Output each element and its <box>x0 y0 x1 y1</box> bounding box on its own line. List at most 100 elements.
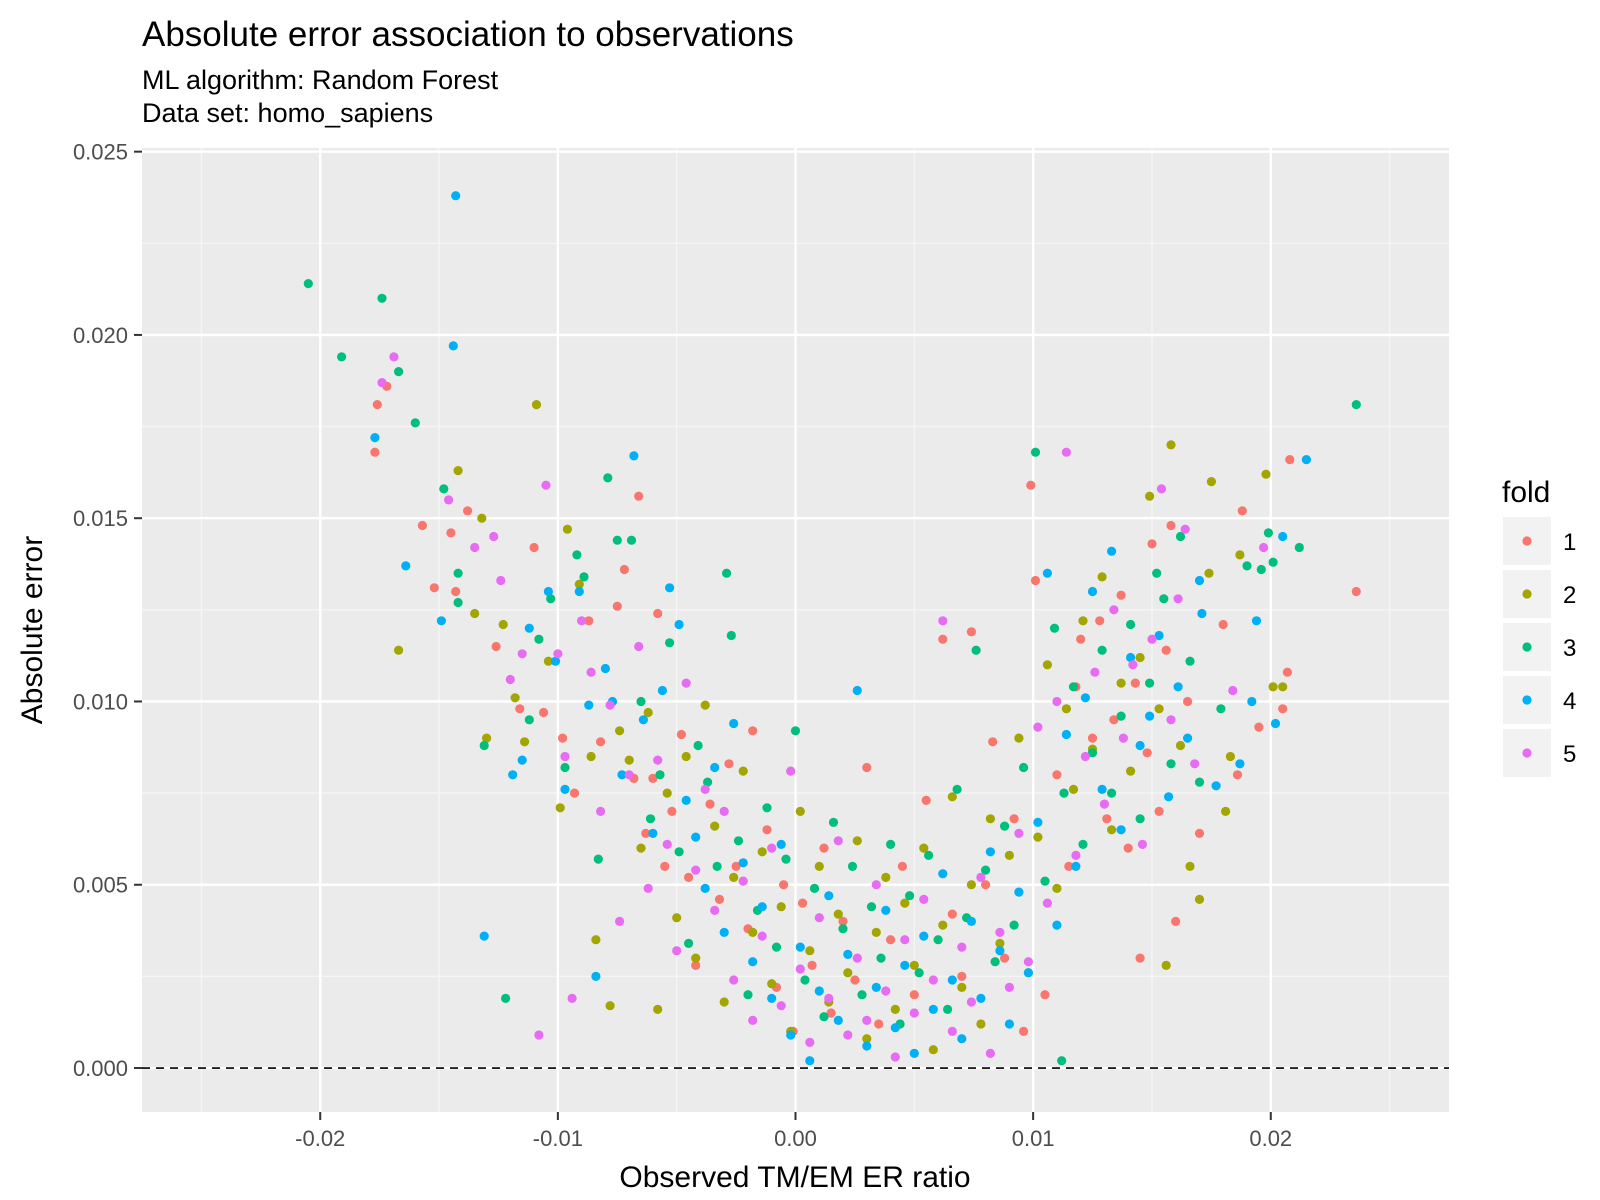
data-point-fold-1 <box>807 960 817 971</box>
data-point-fold-3 <box>579 572 589 582</box>
data-point-fold-2 <box>919 843 929 853</box>
data-point-fold-5 <box>653 755 663 765</box>
data-point-fold-1 <box>1282 667 1292 677</box>
data-point-fold-2 <box>562 524 573 534</box>
data-point-fold-3 <box>847 861 858 872</box>
data-point-fold-4 <box>833 1015 843 1025</box>
data-point-fold-3 <box>1135 814 1145 824</box>
data-point-fold-2 <box>928 1045 938 1055</box>
data-point-fold-1 <box>731 861 741 872</box>
data-point-fold-1 <box>826 1008 836 1018</box>
data-point-fold-4 <box>805 1056 815 1066</box>
data-point-fold-4 <box>900 960 910 971</box>
data-point-fold-4 <box>1278 531 1288 542</box>
data-point-fold-4 <box>665 583 675 593</box>
data-point-fold-3 <box>828 817 839 828</box>
data-point-fold-5 <box>900 935 910 945</box>
data-point-fold-4 <box>1301 455 1311 465</box>
data-point-fold-1 <box>1123 843 1133 853</box>
data-point-fold-1 <box>429 583 439 593</box>
data-point-fold-2 <box>1042 660 1052 670</box>
data-point-fold-3 <box>501 993 511 1004</box>
data-point-fold-1 <box>1009 814 1019 824</box>
data-point-fold-2 <box>615 726 625 736</box>
data-point-fold-1 <box>1052 770 1062 780</box>
data-point-fold-4 <box>881 905 891 916</box>
x-tick-label: 0.01 <box>1012 1126 1055 1151</box>
data-point-fold-2 <box>1135 652 1145 663</box>
data-point-fold-4 <box>370 433 380 443</box>
data-point-fold-3 <box>1057 1056 1067 1066</box>
legend-label: 4 <box>1563 688 1576 715</box>
data-point-fold-3 <box>990 957 1000 967</box>
data-point-fold-5 <box>700 784 710 795</box>
data-point-fold-5 <box>634 641 644 652</box>
data-point-fold-1 <box>862 762 872 773</box>
data-point-fold-1 <box>1194 828 1205 839</box>
data-point-fold-3 <box>693 740 703 751</box>
data-point-fold-3 <box>1263 528 1273 538</box>
data-point-fold-3 <box>655 770 665 780</box>
data-point-fold-2 <box>453 466 463 476</box>
data-point-fold-4 <box>691 832 701 842</box>
data-point-fold-2 <box>1014 733 1024 743</box>
data-point-fold-5 <box>560 751 570 762</box>
data-point-fold-1 <box>417 520 427 531</box>
data-point-fold-1 <box>724 759 734 769</box>
data-point-fold-2 <box>482 733 492 743</box>
data-point-fold-5 <box>1147 634 1157 644</box>
data-point-fold-4 <box>1023 968 1033 978</box>
data-point-fold-1 <box>1030 575 1041 586</box>
data-point-fold-3 <box>712 861 722 872</box>
legend-title: fold <box>1502 476 1550 509</box>
data-point-fold-5 <box>757 931 767 941</box>
data-point-fold-2 <box>805 946 815 956</box>
data-point-fold-5 <box>1109 605 1119 615</box>
data-point-fold-2 <box>591 935 601 945</box>
data-point-fold-5 <box>553 649 563 659</box>
data-point-fold-4 <box>1235 759 1245 769</box>
data-point-fold-5 <box>377 378 387 388</box>
data-point-fold-5 <box>1228 685 1238 696</box>
data-point-fold-3 <box>1087 748 1098 758</box>
data-point-fold-4 <box>1270 718 1281 729</box>
data-point-fold-1 <box>691 960 701 971</box>
data-point-fold-4 <box>957 1034 967 1044</box>
y-axis-label: Absolute error <box>16 536 49 724</box>
data-point-fold-5 <box>995 927 1005 938</box>
data-point-fold-2 <box>909 960 919 971</box>
data-point-fold-5 <box>577 616 587 626</box>
data-point-fold-2 <box>1278 682 1288 692</box>
data-point-fold-2 <box>531 400 542 410</box>
data-point-fold-1 <box>705 799 715 809</box>
data-point-fold-1 <box>1116 590 1126 600</box>
data-point-fold-4 <box>1052 920 1062 930</box>
data-point-fold-1 <box>372 400 382 410</box>
data-point-fold-3 <box>1256 564 1266 575</box>
data-point-fold-3 <box>1040 876 1050 886</box>
data-point-fold-3 <box>1068 682 1079 692</box>
legend-key-dot <box>1522 695 1532 705</box>
data-point-fold-5 <box>928 975 938 985</box>
data-point-fold-4 <box>843 949 853 960</box>
data-point-fold-2 <box>719 997 729 1007</box>
data-point-fold-2 <box>691 953 701 963</box>
data-point-fold-1 <box>1254 722 1264 732</box>
data-point-fold-2 <box>520 737 530 747</box>
data-point-fold-3 <box>453 568 463 578</box>
data-point-fold-3 <box>1049 623 1060 633</box>
data-point-fold-1 <box>1087 733 1098 743</box>
data-point-fold-5 <box>444 495 454 505</box>
data-point-fold-2 <box>862 1034 872 1044</box>
data-point-fold-2 <box>1225 751 1235 762</box>
legend-key-dot <box>1522 642 1532 652</box>
data-point-fold-4 <box>1135 740 1145 751</box>
data-point-fold-5 <box>681 678 691 688</box>
legend-label: 2 <box>1563 582 1576 609</box>
data-point-fold-2 <box>995 938 1005 949</box>
data-point-fold-4 <box>524 623 534 633</box>
data-point-fold-3 <box>762 803 772 813</box>
x-tick-label: 0.00 <box>774 1126 817 1151</box>
legend-key-dot <box>1522 589 1532 599</box>
